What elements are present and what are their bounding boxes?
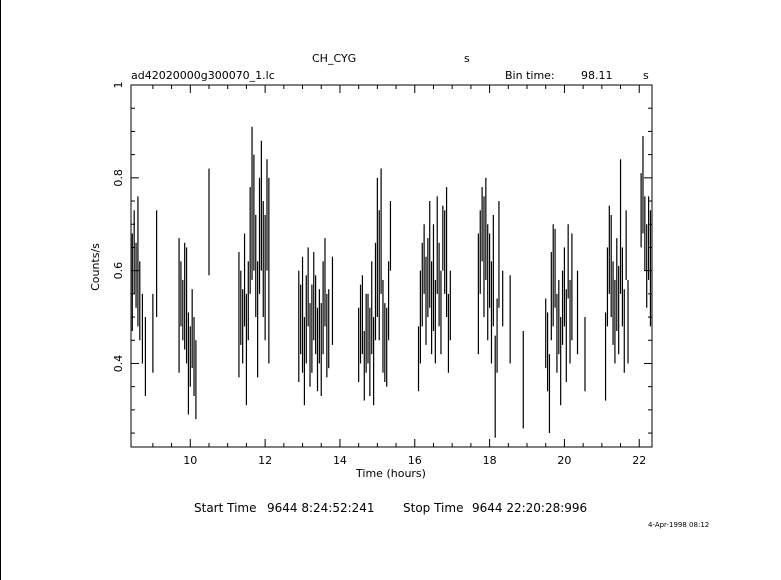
start-time-value: 9644 8:24:52:241 [267, 501, 375, 515]
x-tick-label: 14 [333, 454, 347, 467]
window-edge-line [0, 0, 1, 580]
y-tick-label: 0.8 [112, 169, 125, 187]
x-tick-label: 22 [632, 454, 646, 467]
object-unit: s [464, 52, 470, 65]
bin-time-unit: s [643, 69, 649, 82]
file-name: ad42020000g300070_1.lc [131, 69, 275, 82]
bin-time-label: Bin time: [505, 69, 555, 82]
x-axis-label: Time (hours) [355, 467, 426, 480]
bin-time-value: 98.11 [581, 69, 613, 82]
x-tick-label: 10 [183, 454, 197, 467]
object-name: CH_CYG [312, 52, 357, 65]
y-tick-label: 1 [112, 82, 125, 89]
y-tick-label: 0.6 [112, 262, 125, 280]
x-tick-label: 20 [557, 454, 571, 467]
x-tick-label: 16 [408, 454, 422, 467]
x-tick-label: 18 [483, 454, 497, 467]
y-tick-label: 0.4 [112, 355, 125, 373]
error-bars [131, 126, 652, 438]
start-time-label: Start Time [194, 501, 257, 515]
x-tick-label: 12 [258, 454, 272, 467]
y-axis-label: Counts/s [89, 243, 102, 291]
stop-time-label: Stop Time [403, 501, 464, 515]
plot-frame [130, 84, 653, 448]
stop-time-value: 9644 22:20:28:996 [472, 501, 588, 515]
date-stamp: 4-Apr-1998 08:12 [648, 521, 710, 529]
tick-labels: 10 12 14 16 18 20 22 0.4 0.6 0.8 1 [112, 82, 646, 468]
